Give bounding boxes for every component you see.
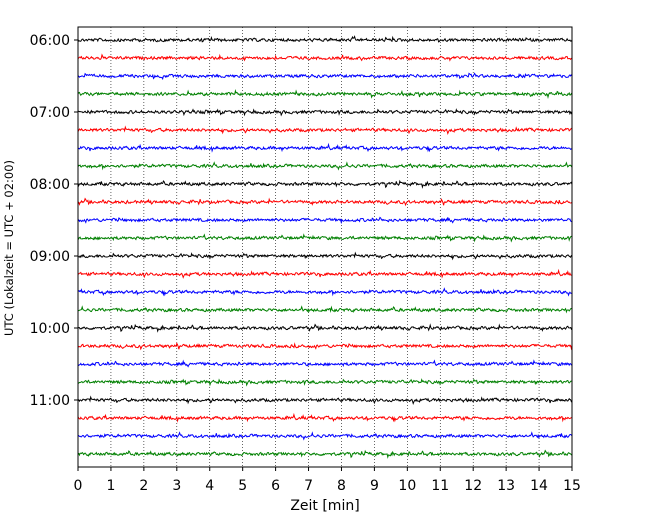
trace-21 (77, 412, 573, 423)
x-tick-label-10: 10 (398, 478, 416, 494)
y-tick-label-3: 09:00 (30, 249, 70, 265)
trace-9 (77, 197, 573, 207)
traces-group (77, 35, 573, 459)
trace-0 (77, 35, 573, 43)
y-tick-label-4: 10:00 (30, 321, 70, 337)
x-tick-label-4: 4 (205, 478, 214, 494)
trace-1 (77, 53, 573, 62)
trace-7 (77, 161, 573, 171)
x-tick-label-15: 15 (563, 478, 581, 494)
trace-14 (77, 287, 573, 297)
x-tick-label-9: 9 (370, 478, 379, 494)
trace-13 (77, 268, 573, 279)
trace-19 (77, 378, 573, 387)
x-tick-label-12: 12 (464, 478, 482, 494)
x-tick-label-8: 8 (337, 478, 346, 494)
x-tick-label-14: 14 (530, 478, 548, 494)
plot-frame (77, 26, 573, 468)
trace-2 (77, 72, 573, 81)
trace-6 (77, 142, 573, 153)
trace-8 (77, 179, 573, 189)
trace-17 (77, 342, 573, 351)
x-tick-label-6: 6 (271, 478, 280, 494)
trace-11 (77, 233, 573, 243)
grid-lines (110, 27, 540, 467)
y-axis-label: UTC (Lokalzeit = UTC + 02:00) (2, 160, 16, 336)
trace-10 (77, 216, 573, 225)
x-tick-label-2: 2 (139, 478, 148, 494)
trace-15 (77, 305, 573, 314)
trace-22 (77, 431, 573, 441)
trace-18 (77, 359, 573, 368)
x-tick-label-1: 1 (106, 478, 115, 494)
y-tick-label-0: 06:00 (30, 33, 70, 49)
x-tick-label-5: 5 (238, 478, 247, 494)
x-axis-label: Zeit [min] (290, 498, 359, 514)
trace-4 (77, 108, 573, 117)
x-tick-label-13: 13 (497, 478, 515, 494)
y-tick-label-5: 11:00 (30, 393, 70, 409)
trace-20 (77, 395, 573, 405)
x-tick-label-3: 3 (172, 478, 181, 494)
y-tick-label-1: 07:00 (30, 105, 70, 121)
trace-12 (77, 251, 573, 261)
y-axis: 06:00 07:00 08:00 09:00 10:00 11:00 (30, 33, 78, 409)
x-tick-label-0: 0 (74, 478, 83, 494)
x-tick-label-7: 7 (304, 478, 313, 494)
y-tick-label-2: 08:00 (30, 177, 70, 193)
trace-3 (77, 88, 573, 100)
x-tick-label-11: 11 (431, 478, 449, 494)
trace-5 (77, 125, 573, 135)
trace-16 (77, 323, 573, 333)
trace-23 (77, 449, 573, 459)
x-axis: 0 1 2 3 4 5 6 7 8 9 10 11 12 13 14 15 (74, 467, 581, 494)
